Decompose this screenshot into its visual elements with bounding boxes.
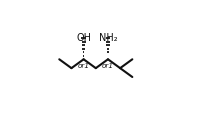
Text: NH₂: NH₂ <box>99 33 117 43</box>
Text: or1: or1 <box>78 62 90 68</box>
Text: OH: OH <box>76 33 91 43</box>
Text: or1: or1 <box>102 62 114 68</box>
